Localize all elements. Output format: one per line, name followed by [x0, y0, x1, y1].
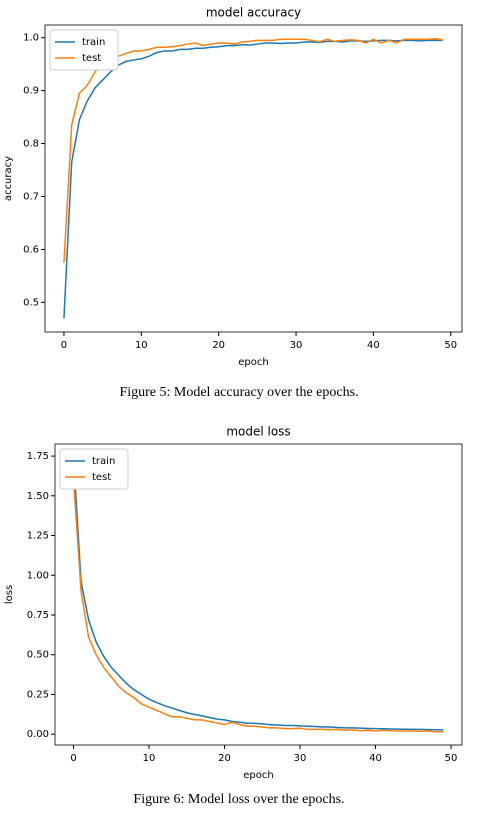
x-tick-label: 20: [212, 340, 225, 351]
legend-label: train: [82, 37, 105, 48]
y-axis-label: accuracy: [3, 156, 14, 201]
plot-frame: [54, 443, 463, 746]
y-tick-label: 0.5: [23, 297, 39, 308]
data-line: [72, 457, 444, 731]
y-tick-label: 0.7: [23, 191, 39, 202]
figure-caption: Figure 5: Model accuracy over the epochs…: [119, 385, 358, 400]
legend-label: test: [82, 53, 101, 64]
x-tick-label: 50: [444, 340, 457, 351]
x-tick-label: 40: [369, 753, 382, 764]
x-tick-label: 10: [135, 340, 148, 351]
figure-caption: Figure 6: Model loss over the epochs.: [133, 792, 344, 807]
y-tick-label: 0.9: [23, 86, 39, 97]
x-tick-label: 10: [143, 753, 156, 764]
y-tick-label: 0.25: [27, 689, 49, 700]
chart-title: model accuracy: [206, 6, 301, 20]
y-tick-label: 1.25: [27, 531, 49, 542]
legend-box: [59, 448, 129, 490]
x-tick-label: 20: [218, 753, 231, 764]
x-tick-label: 50: [445, 753, 458, 764]
legend-label: train: [92, 456, 115, 467]
y-tick-label: 0.75: [27, 610, 49, 621]
y-tick-label: 0.00: [27, 729, 49, 740]
x-tick-label: 0: [70, 753, 76, 764]
legend-label: test: [92, 472, 111, 483]
x-axis-label: epoch: [238, 357, 268, 368]
x-tick-label: 30: [290, 340, 303, 351]
legend-box: [49, 29, 119, 71]
y-tick-label: 1.0: [23, 33, 39, 44]
y-tick-label: 0.50: [27, 650, 49, 661]
data-line: [72, 479, 444, 733]
data-line: [63, 39, 444, 319]
x-axis-label: epoch: [243, 770, 273, 781]
y-tick-label: 0.6: [23, 244, 39, 255]
plot-frame: [44, 24, 463, 333]
y-tick-label: 1.00: [27, 570, 49, 581]
y-tick-label: 0.8: [23, 139, 39, 150]
y-tick-label: 1.75: [27, 451, 49, 462]
y-tick-label: 1.50: [27, 491, 49, 502]
data-line: [63, 38, 444, 263]
y-axis-label: loss: [4, 585, 15, 604]
x-tick-label: 40: [367, 340, 380, 351]
x-tick-label: 0: [61, 340, 67, 351]
chart-title: model loss: [226, 425, 290, 439]
x-tick-label: 30: [294, 753, 307, 764]
